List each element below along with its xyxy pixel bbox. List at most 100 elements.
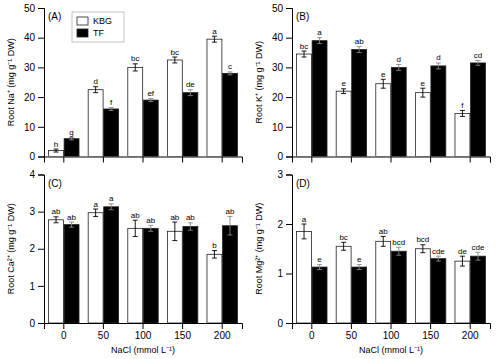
legend-swatch (77, 17, 88, 25)
y-tick: 0 (277, 318, 292, 329)
y-tick: 50 (272, 3, 292, 14)
bar (128, 67, 143, 156)
panel: 01234050100150200abaababbabaababab(C)Roo… (6, 169, 243, 355)
y-axis-title: Root Na⁺ (mg g⁻¹ DW) (6, 38, 16, 126)
y-tick-label: 1 (277, 268, 283, 279)
x-axis-line (45, 324, 243, 330)
significance-label: a (109, 194, 114, 203)
bar (391, 67, 406, 156)
x-tick-mark (182, 323, 183, 329)
y-tick-mark (38, 286, 44, 287)
series (64, 72, 237, 157)
significance-labels: abcabbcddeeebcdcdecde (302, 215, 485, 265)
y-tick: 20 (272, 92, 292, 103)
bar (376, 241, 391, 323)
y-axis: 01020304050 (24, 3, 45, 163)
y-tick-mark (38, 212, 44, 213)
y-tick-label: 40 (24, 32, 36, 43)
series (312, 247, 485, 323)
bar (297, 231, 312, 323)
significance-label: b (212, 241, 217, 250)
significance-label: d (397, 55, 401, 64)
x-axis-line (293, 324, 491, 330)
y-tick-mark (286, 97, 292, 98)
x-tick: 200 (214, 323, 231, 341)
x-tick (103, 157, 104, 163)
x-axis (45, 157, 243, 163)
significance-labels: abaababbabaababab (52, 194, 235, 250)
error-bar (109, 204, 114, 210)
y-axis: 0123 (277, 169, 292, 329)
significance-label: f (110, 98, 113, 107)
marks (49, 204, 238, 323)
error-bar (381, 79, 386, 88)
significance-label: e (421, 79, 426, 88)
significance-label: ab (52, 207, 61, 216)
panel: 0123050100150200abcabbcddeeebcdcdecde(D)… (254, 169, 491, 355)
bar (336, 91, 351, 156)
y-tick-mark (286, 8, 292, 9)
y-tick: 30 (24, 62, 44, 73)
panel-title: (B) (296, 11, 309, 22)
bar (455, 113, 470, 156)
significance-label: ab (226, 207, 235, 216)
significance-label: ab (67, 213, 76, 222)
x-tick-mark (470, 323, 471, 329)
error-bar (93, 87, 98, 93)
y-axis-line (286, 9, 293, 158)
bar (207, 39, 222, 156)
x-tick (63, 157, 64, 163)
error-bar (148, 99, 153, 102)
y-tick: 2 (277, 219, 292, 230)
error-bar (396, 64, 401, 70)
panel-title: (D) (296, 178, 310, 189)
x-tick-mark (351, 157, 352, 163)
series (312, 38, 485, 157)
bar (88, 90, 103, 157)
significance-label: e (381, 70, 386, 79)
y-tick-label: 10 (24, 122, 36, 133)
error-bar (317, 265, 322, 270)
error-bar (172, 57, 177, 63)
bar (415, 93, 430, 157)
series (297, 224, 470, 323)
error-bar (54, 217, 59, 223)
error-bar (302, 51, 307, 57)
x-tick-label: 200 (462, 330, 479, 341)
legend-item: KBG (77, 16, 112, 26)
legend: KBGTF (72, 12, 124, 42)
y-tick: 20 (24, 92, 44, 103)
bar (431, 66, 446, 157)
y-tick-label: 20 (272, 92, 284, 103)
bar (336, 246, 351, 323)
x-axis-title: NaCl (mmol L⁻¹) (111, 345, 175, 355)
bar (143, 228, 158, 323)
y-tick-label: 30 (24, 62, 36, 73)
significance-label: ef (147, 89, 154, 98)
significance-labels: bceeefaabddcd (300, 28, 482, 110)
x-tick-label: 0 (61, 330, 67, 341)
error-bar (93, 209, 98, 216)
error-bar (460, 256, 465, 266)
error-bar (109, 107, 114, 110)
x-tick-mark (311, 323, 312, 329)
y-axis-title: Root Mg²⁺ (mg g⁻¹ DW) (254, 203, 264, 295)
significance-label: a (302, 215, 307, 224)
significance-label: de (458, 247, 467, 256)
panel-title: (C) (48, 178, 62, 189)
y-tick: 30 (272, 62, 292, 73)
significance-label: e (341, 79, 346, 88)
legend-label: KBG (93, 16, 112, 26)
x-tick (391, 157, 392, 163)
error-bar (69, 222, 74, 227)
y-tick: 0 (29, 151, 44, 162)
error-bar (381, 236, 386, 246)
y-axis-line (286, 175, 293, 324)
panel: 01020304050hdbcbcagfefdec(A)Root Na⁺ (mg… (6, 3, 243, 163)
significance-label: bc (171, 48, 179, 57)
bar (64, 139, 79, 157)
significance-label: ab (146, 216, 155, 225)
y-tick-label: 3 (29, 206, 35, 217)
bar (352, 50, 367, 157)
error-bar (188, 90, 193, 96)
